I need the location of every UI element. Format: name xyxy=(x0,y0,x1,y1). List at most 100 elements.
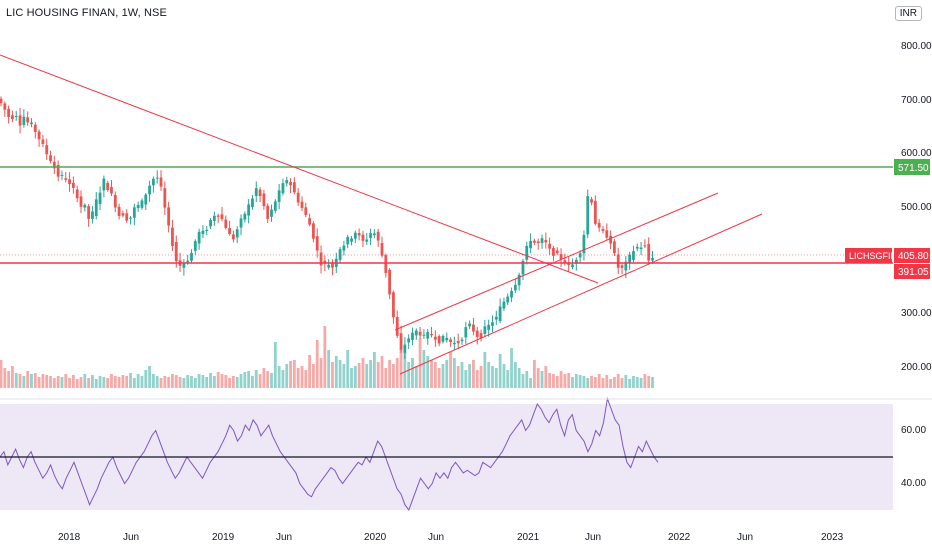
volume-bar xyxy=(567,373,571,388)
candle-body xyxy=(376,231,380,241)
candle-body xyxy=(372,233,376,236)
volume-bar xyxy=(98,376,102,388)
candle-body xyxy=(212,215,216,221)
candle-body xyxy=(365,239,369,242)
hline-label-bg-391 xyxy=(894,264,930,279)
candle-body xyxy=(52,161,56,169)
candle-body xyxy=(563,260,567,264)
volume-bar xyxy=(510,348,513,388)
rsi-tick-40: 40.00 xyxy=(901,478,926,489)
volume-bar xyxy=(403,352,407,388)
candle-body xyxy=(449,339,452,343)
volume-bar xyxy=(624,375,628,388)
volume-bar xyxy=(106,378,110,388)
candle-body xyxy=(517,274,521,286)
candle-body xyxy=(91,211,94,219)
candle-body xyxy=(464,327,468,338)
volume-bar xyxy=(525,371,529,388)
volume-bar xyxy=(517,368,521,388)
candle-body xyxy=(388,269,392,295)
volume-bar xyxy=(285,364,289,388)
volume-bar xyxy=(171,374,174,388)
volume-bar xyxy=(87,378,91,388)
candle-body xyxy=(292,182,296,193)
volume-bar xyxy=(75,379,79,388)
candle-body xyxy=(647,244,651,261)
volume-bar xyxy=(289,361,292,388)
candle-body xyxy=(37,131,41,140)
volume-bar xyxy=(548,373,552,388)
currency-button[interactable]: INR xyxy=(894,6,922,21)
candle-body xyxy=(7,108,11,117)
volume-bar xyxy=(578,375,582,388)
volume-bar xyxy=(277,366,281,388)
volume-bar xyxy=(353,366,357,388)
candle-body xyxy=(613,241,616,254)
candle-body xyxy=(26,117,30,123)
volume-bar xyxy=(155,376,159,388)
price-tick-800: 800.00 xyxy=(901,41,932,52)
volume-bar xyxy=(22,376,26,388)
candle-body xyxy=(548,243,552,249)
candle-body xyxy=(578,253,582,258)
candle-body xyxy=(392,292,395,318)
candle-body xyxy=(567,263,571,266)
volume-bar xyxy=(574,374,578,388)
candle-body xyxy=(475,330,479,337)
volume-bar xyxy=(437,368,441,388)
volume-bar xyxy=(479,366,483,388)
volume-bar xyxy=(487,362,491,388)
candle-body xyxy=(140,200,144,208)
volume-bar xyxy=(140,376,144,388)
volume-bar xyxy=(620,378,624,388)
candle-body xyxy=(395,317,399,336)
volume-bar xyxy=(327,350,331,388)
volume-bar xyxy=(262,368,266,388)
candle-body xyxy=(418,331,422,336)
volume-bar xyxy=(441,364,445,388)
candle-body xyxy=(437,336,441,344)
volume-bar xyxy=(582,376,586,388)
candle-body xyxy=(228,228,231,234)
candle-body xyxy=(414,330,418,336)
candle-body xyxy=(422,334,426,336)
candle-body xyxy=(597,222,601,228)
hline-label-bg-571 xyxy=(894,159,930,175)
volume-bar xyxy=(502,364,506,388)
candle-body xyxy=(117,206,121,216)
candle-body xyxy=(113,194,117,208)
volume-bar xyxy=(91,375,94,388)
volume-bar xyxy=(601,378,605,388)
candle-body xyxy=(544,239,548,243)
volume-bar xyxy=(346,350,350,388)
trendline-channel-lower[interactable] xyxy=(399,213,763,375)
candle-body xyxy=(56,164,60,177)
candle-body xyxy=(411,332,414,340)
candle-body xyxy=(132,207,136,218)
volume-bar xyxy=(536,368,540,388)
candle-body xyxy=(0,98,3,104)
volume-bar xyxy=(186,375,190,388)
time-tick-jun-2019: Jun xyxy=(276,532,292,543)
volume-bar xyxy=(102,377,106,388)
trendline-descending[interactable] xyxy=(0,54,599,284)
volume-bar xyxy=(426,356,430,388)
trendline-channel-upper[interactable] xyxy=(394,192,719,331)
volume-bar xyxy=(232,376,235,388)
candle-body xyxy=(529,240,532,249)
candle-body xyxy=(281,183,285,194)
candle-body xyxy=(491,322,494,326)
chart-title: LIC HOUSING FINAN, 1W, NSE xyxy=(6,7,167,19)
candle-body xyxy=(11,115,14,120)
candle-body xyxy=(369,233,372,238)
volume-bar xyxy=(304,370,308,388)
time-tick-2023: 2023 xyxy=(821,532,844,543)
candle-body xyxy=(323,260,327,264)
volume-bar xyxy=(52,378,56,388)
candle-body xyxy=(18,115,22,126)
candle-body xyxy=(338,249,342,260)
volume-bar xyxy=(37,377,41,388)
volume-bar xyxy=(491,366,494,388)
candle-body xyxy=(247,204,251,216)
